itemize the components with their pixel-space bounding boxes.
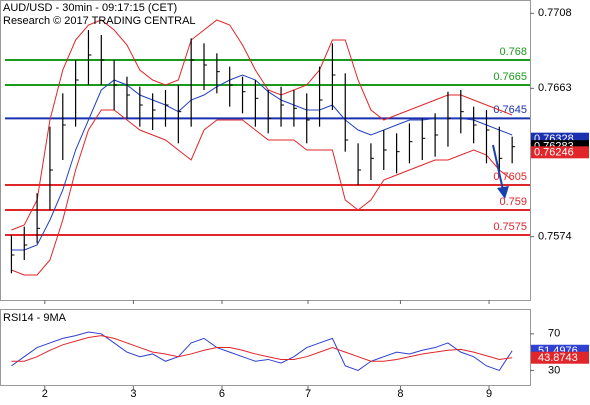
rsi-frame [0, 309, 531, 386]
price-tag [531, 146, 589, 159]
band-line [11, 109, 513, 276]
band-line [11, 19, 513, 231]
level-label: 0.7645 [493, 104, 527, 116]
value-tag-label: 43.8743 [538, 352, 578, 364]
x-tick-label: 6 [219, 388, 225, 400]
y-tick-label: 0.7663 [538, 82, 572, 94]
level-label: 0.759 [499, 196, 527, 208]
value-tag [531, 351, 589, 364]
x-tick-label: 3 [130, 388, 136, 400]
rsi-title: RSI14 - 9MA [3, 312, 67, 324]
chart-title: AUD/USD - 30min - 09:17:15 (CET) [3, 2, 177, 14]
level-label: 0.7575 [493, 221, 527, 233]
rsi-line [11, 335, 513, 362]
y-tick-label: 0.7708 [538, 7, 572, 19]
y-tick-label: 70 [548, 328, 560, 340]
rsi-line [11, 331, 513, 372]
plot: 0.75740.76630.77080.7680.76650.76450.760… [5, 7, 589, 400]
x-tick-label: 2 [42, 388, 48, 400]
y-tick-label: 0.7574 [538, 231, 572, 243]
price-tag-label: 0.76246 [534, 147, 574, 159]
band-line [11, 74, 513, 251]
forecast-arrow [492, 144, 504, 191]
forecast-arrow-head [497, 186, 509, 199]
x-tick-label: 7 [305, 388, 311, 400]
chart-subtitle: Research © 2017 TRADING CENTRAL [3, 15, 196, 27]
level-label: 0.7665 [493, 71, 527, 83]
x-tick-label: 9 [486, 388, 492, 400]
y-tick-label: 30 [548, 364, 560, 376]
main-frame [0, 0, 531, 301]
level-label: 0.768 [499, 46, 527, 58]
x-tick-label: 8 [397, 388, 403, 400]
